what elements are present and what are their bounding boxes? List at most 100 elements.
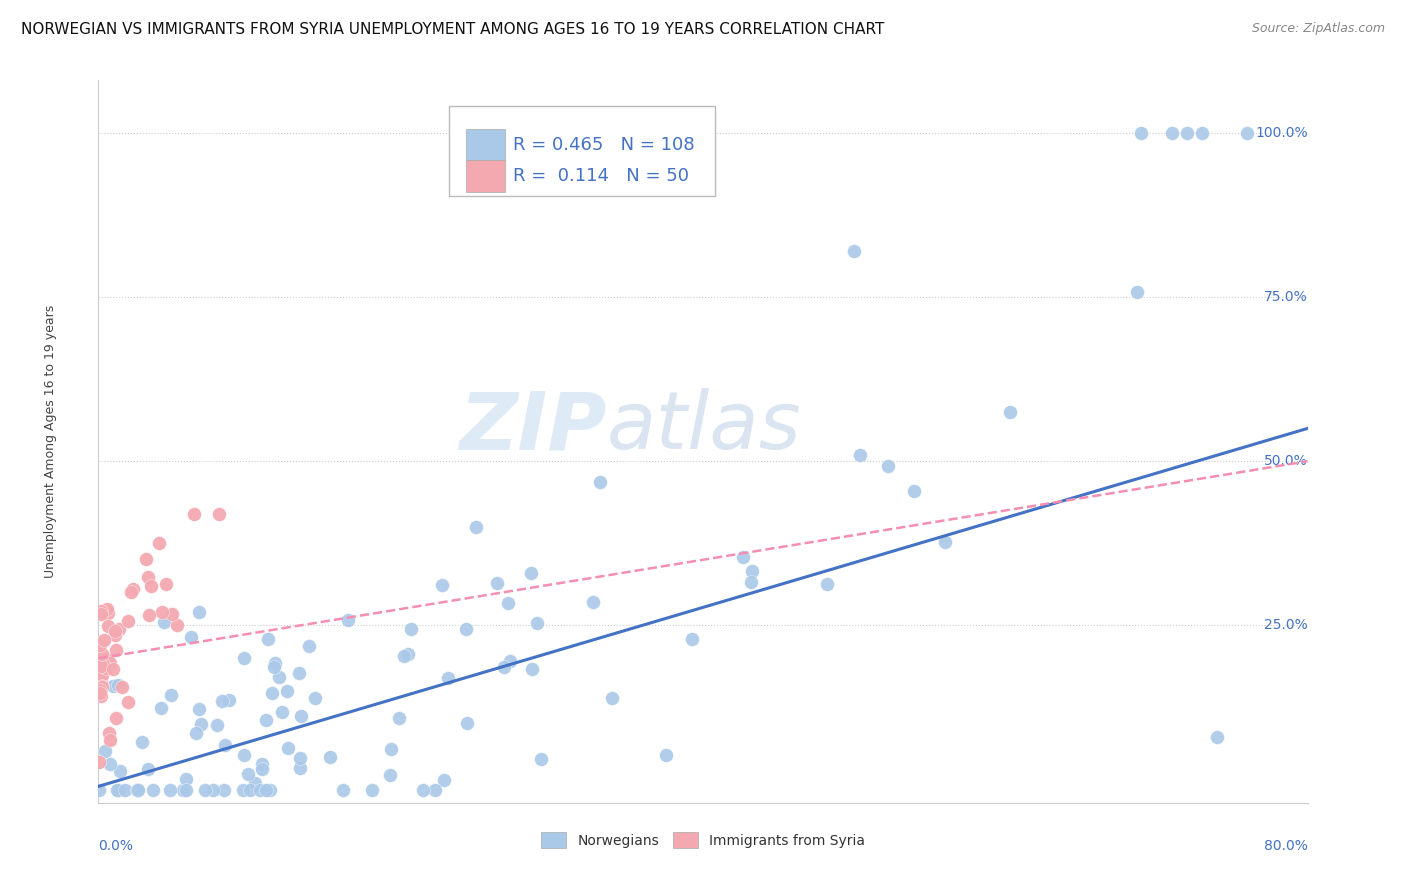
- Point: [681, 632, 703, 646]
- Point: [454, 622, 477, 636]
- Point: [233, 651, 256, 665]
- Point: [250, 757, 273, 772]
- Point: [1000, 405, 1022, 419]
- Point: [526, 616, 548, 631]
- Point: [277, 740, 299, 755]
- Point: [290, 708, 312, 723]
- Point: [520, 662, 543, 676]
- Point: [588, 475, 610, 489]
- Point: [89, 682, 111, 697]
- Point: [245, 776, 267, 790]
- Point: [731, 549, 754, 564]
- Point: [125, 782, 148, 797]
- Point: [104, 627, 127, 641]
- Point: [259, 782, 281, 797]
- Point: [96, 652, 118, 666]
- Point: [187, 605, 209, 619]
- Point: [214, 738, 236, 752]
- Point: [264, 656, 287, 670]
- Point: [111, 680, 134, 694]
- Point: [172, 782, 194, 797]
- Point: [155, 577, 177, 591]
- Point: [236, 767, 259, 781]
- Text: 25.0%: 25.0%: [1264, 618, 1308, 632]
- Point: [740, 574, 762, 589]
- Point: [256, 632, 278, 646]
- Point: [232, 782, 254, 797]
- Point: [430, 578, 453, 592]
- Point: [90, 674, 112, 689]
- Point: [98, 656, 121, 670]
- Point: [337, 613, 360, 627]
- Point: [91, 657, 114, 671]
- Point: [90, 679, 112, 693]
- Point: [138, 607, 160, 622]
- Point: [89, 686, 111, 700]
- Point: [276, 684, 298, 698]
- Text: 50.0%: 50.0%: [1264, 454, 1308, 468]
- Text: Unemployment Among Ages 16 to 19 years: Unemployment Among Ages 16 to 19 years: [44, 305, 56, 578]
- Point: [89, 683, 111, 698]
- Point: [105, 782, 128, 797]
- Point: [184, 725, 207, 739]
- Point: [903, 483, 925, 498]
- Point: [142, 782, 165, 797]
- Point: [97, 656, 120, 670]
- Point: [494, 660, 516, 674]
- Point: [114, 782, 136, 797]
- Point: [87, 755, 110, 769]
- Point: [136, 570, 159, 584]
- Point: [160, 688, 183, 702]
- Point: [844, 244, 866, 258]
- Point: [298, 639, 321, 653]
- Point: [271, 705, 294, 719]
- Point: [233, 747, 256, 762]
- Point: [149, 701, 172, 715]
- Point: [90, 607, 112, 621]
- Point: [1130, 126, 1153, 140]
- Point: [304, 691, 326, 706]
- Point: [396, 647, 419, 661]
- Text: 80.0%: 80.0%: [1264, 838, 1308, 853]
- Point: [1236, 126, 1258, 140]
- Point: [159, 782, 181, 797]
- Point: [520, 566, 543, 580]
- Point: [120, 585, 142, 599]
- Point: [127, 782, 149, 797]
- Point: [201, 782, 224, 797]
- Point: [89, 638, 111, 652]
- Point: [89, 686, 111, 700]
- Point: [108, 764, 131, 778]
- Text: ZIP: ZIP: [458, 388, 606, 467]
- Point: [361, 782, 384, 797]
- Point: [103, 624, 125, 638]
- Point: [392, 648, 415, 663]
- Point: [183, 507, 205, 521]
- Point: [433, 772, 456, 787]
- Point: [654, 747, 676, 762]
- Point: [269, 670, 291, 684]
- Point: [117, 695, 139, 709]
- Point: [318, 749, 340, 764]
- FancyBboxPatch shape: [465, 128, 505, 161]
- Point: [499, 654, 522, 668]
- Point: [218, 692, 240, 706]
- Point: [378, 768, 401, 782]
- Point: [108, 622, 131, 636]
- Point: [456, 715, 478, 730]
- Point: [741, 564, 763, 578]
- Point: [107, 678, 129, 692]
- Point: [98, 733, 121, 747]
- Point: [288, 665, 311, 680]
- Point: [98, 757, 121, 772]
- Point: [190, 717, 212, 731]
- Point: [136, 762, 159, 776]
- Point: [1160, 126, 1182, 140]
- Point: [332, 782, 354, 797]
- Point: [934, 534, 956, 549]
- Point: [117, 614, 139, 628]
- Point: [139, 579, 162, 593]
- Point: [104, 711, 127, 725]
- Point: [135, 552, 157, 566]
- Text: Source: ZipAtlas.com: Source: ZipAtlas.com: [1251, 22, 1385, 36]
